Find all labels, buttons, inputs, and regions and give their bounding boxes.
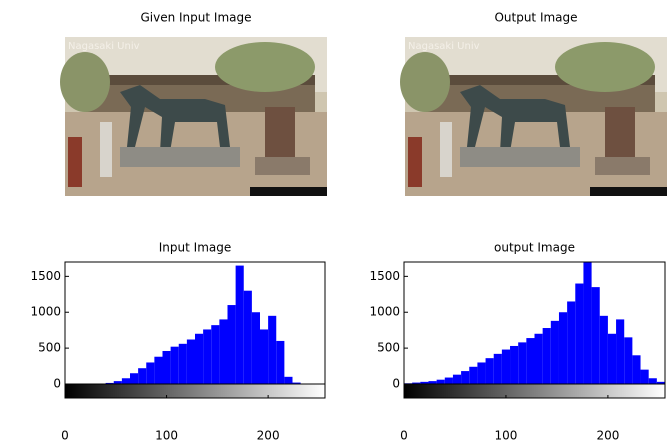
bar [219,319,227,384]
bar [130,373,138,384]
y-tick-label: 0 [53,377,61,391]
bar [559,312,567,384]
y-tick-label: 1000 [30,305,61,319]
bar [510,346,518,384]
bar [163,351,171,384]
x-tick-label: 100 [155,429,178,443]
y-tick-label: 1500 [30,269,61,283]
bar [171,347,179,384]
chart-title: Input Image [159,241,231,255]
bar [526,338,534,384]
x-tick-label: 200 [596,429,619,443]
watermark: Nagasaki Univ [408,41,480,52]
y-tick-label: 500 [377,341,400,355]
bar [284,377,292,384]
y-tick-label: 500 [38,341,61,355]
bar [469,367,477,384]
y-tick-label: 1500 [369,269,400,283]
bar [445,378,453,384]
bar [203,329,211,384]
bar [608,334,616,384]
bar [252,312,260,384]
bar [518,342,526,384]
bar [236,266,244,384]
bar [575,284,583,384]
bar [195,334,203,384]
bar [211,325,219,384]
x-tick-label: 0 [400,429,408,443]
bar [154,357,162,384]
bar [649,378,657,384]
bar [535,334,543,384]
bar [477,362,485,384]
watermark: Nagasaki Univ [68,41,140,52]
bar [122,378,130,384]
bar [461,371,469,384]
bar [551,321,559,384]
bar [494,354,502,384]
bar [641,370,649,384]
bar [600,316,608,384]
bar [187,340,195,384]
x-tick-label: 100 [495,429,518,443]
bar [228,305,236,384]
bar [260,329,268,384]
chart-title: output Image [494,241,575,255]
y-tick-label: 0 [392,377,400,391]
bar [567,301,575,384]
image-title: Output Image [494,11,577,25]
colorbar [65,384,325,398]
colorbar [404,384,665,398]
bar [592,287,600,384]
bar [632,355,640,384]
bar [453,375,461,384]
x-tick-label: 0 [61,429,69,443]
x-tick-label: 200 [257,429,280,443]
bar [146,362,154,384]
bar [437,380,445,384]
bar [179,344,187,384]
bar [502,350,510,384]
bar [138,368,146,384]
bar [486,358,494,384]
bar [268,316,276,384]
image-title: Given Input Image [140,11,251,25]
y-tick-label: 1000 [369,305,400,319]
bar [543,328,551,384]
bar [244,291,252,384]
bar [583,262,591,384]
bar [616,319,624,384]
output-image [400,37,667,196]
input-image [60,37,327,196]
bar [624,337,632,384]
bar [276,341,284,384]
